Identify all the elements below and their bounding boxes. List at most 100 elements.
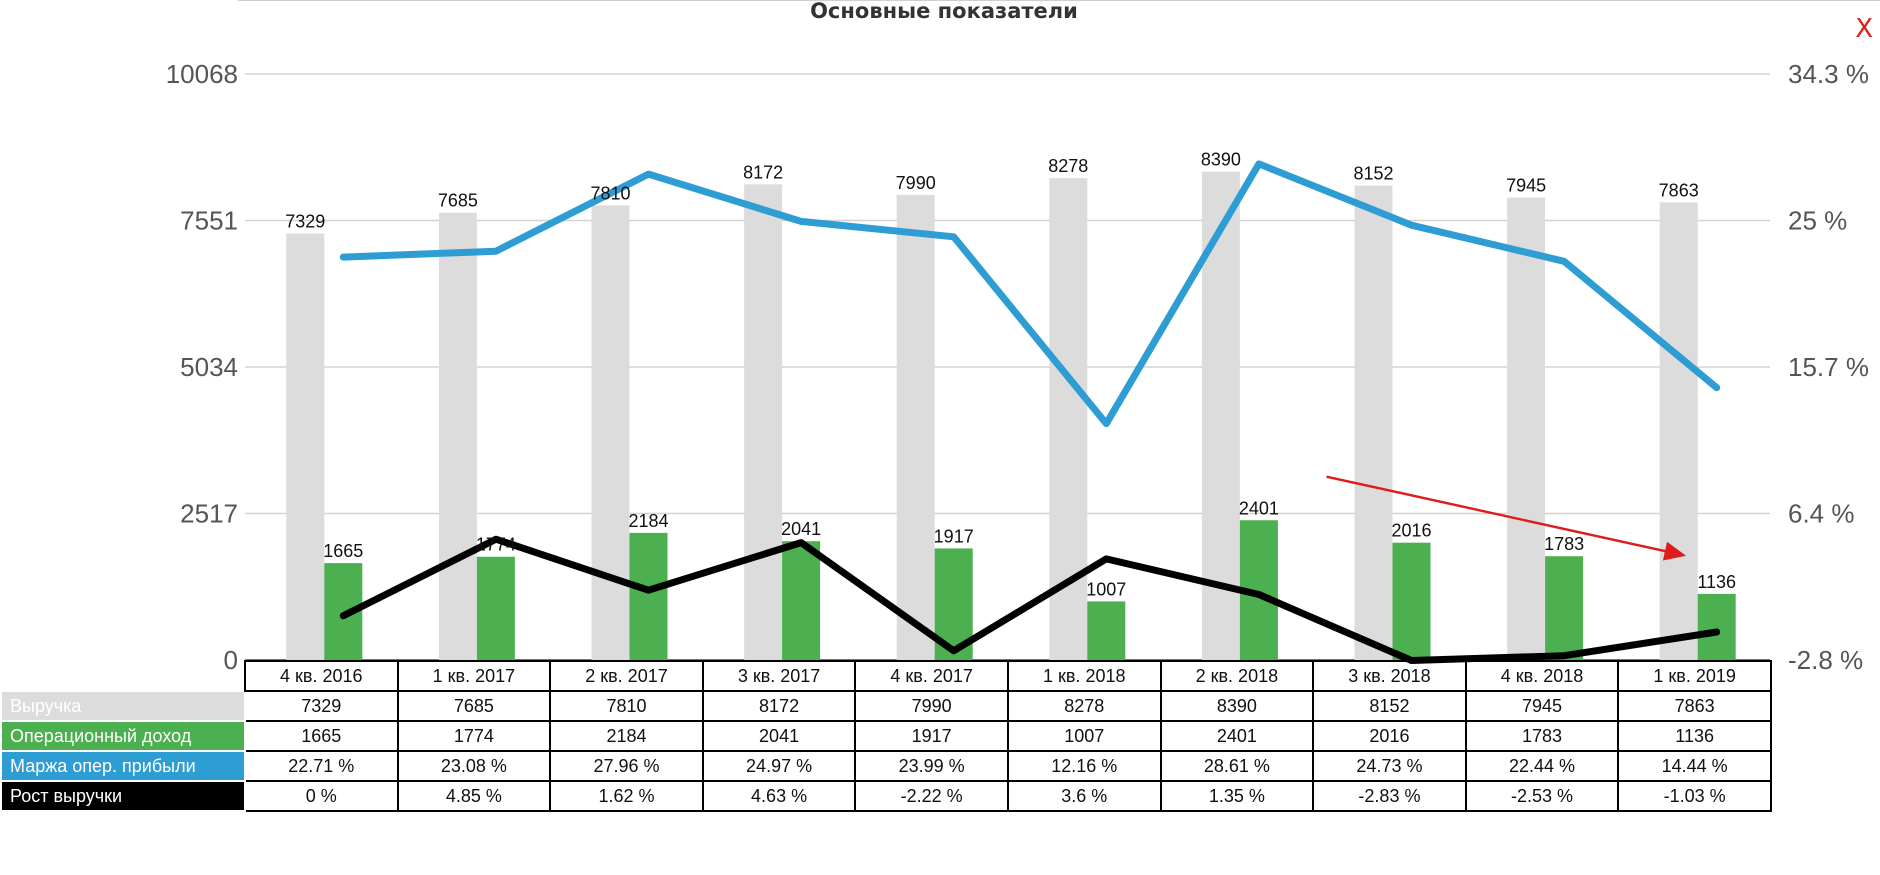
revenue-bar <box>1354 185 1393 660</box>
op-income-bar <box>782 541 821 660</box>
y-axis-right: -2.8 % 6.4 % 15.7 % 25 % 34.3 % <box>1788 59 1869 675</box>
y-right-tick-label: -2.8 % <box>1788 645 1863 675</box>
op-income-bar <box>629 532 668 660</box>
op-income-bar <box>1087 601 1126 660</box>
revenue-bar-label: 7990 <box>896 173 936 193</box>
table-cell: 1136 <box>1617 720 1772 752</box>
chart-title: Основные показатели <box>810 0 1078 23</box>
table-header-row: 4 кв. 2016 1 кв. 2017 2 кв. 2017 3 кв. 2017… <box>1 660 1772 692</box>
table-cell: 7685 <box>396 690 552 722</box>
table-cell: 22.71 % <box>244 750 399 782</box>
y-left-tick-label: 7551 <box>180 206 238 236</box>
lines <box>339 160 1721 664</box>
table-cell: 1783 <box>1464 720 1620 752</box>
y-right-tick-label: 6.4 % <box>1788 499 1855 529</box>
table-row-label: Маржа опер. прибыли <box>0 750 246 782</box>
table-cell: 4.63 % <box>701 780 857 812</box>
table-cell: 1007 <box>1006 720 1162 752</box>
growth-line <box>339 535 1721 664</box>
table-cell: 2016 <box>1312 720 1467 752</box>
op-income-bar-label: 2016 <box>1391 521 1431 541</box>
table-cell: 2041 <box>701 720 857 752</box>
table-cell: 3.6 % <box>1006 780 1162 812</box>
table-cell: 7945 <box>1464 690 1620 722</box>
op-income-bar-label: 1665 <box>323 541 363 561</box>
revenue-bar-label: 7810 <box>590 183 630 203</box>
table-cell: -2.53 % <box>1464 780 1620 812</box>
op-income-bar-label: 1917 <box>934 526 974 546</box>
revenue-bar <box>438 212 477 661</box>
y-left-tick-label: 5034 <box>180 352 238 382</box>
table-cell: 22.44 % <box>1464 750 1620 782</box>
table-row: Операционный доход 1665 1774 2184 2041 1917 10… <box>0 720 1772 752</box>
table-header-cell: 3 кв. 2018 <box>1312 660 1467 692</box>
revenue-bar-label: 8172 <box>743 162 783 182</box>
table-cell: 8172 <box>701 690 857 722</box>
y-left-tick-label: 2517 <box>180 499 238 529</box>
op-income-bar <box>1545 556 1584 660</box>
table-cell: 0 % <box>244 780 399 812</box>
table-cell: 27.96 % <box>549 750 704 782</box>
table-header-cell: 2 кв. 2017 <box>549 660 704 692</box>
data-labels: 7329 7685 7810 8172 7990 8278 8390 8152 7945 7863… <box>285 150 1736 600</box>
y-right-tick-label: 34.3 % <box>1788 59 1869 89</box>
table-header-cell: 4 кв. 2017 <box>854 660 1009 692</box>
table-cell: 14.44 % <box>1617 750 1772 782</box>
table-cell: 28.61 % <box>1159 750 1315 782</box>
table-cell: 2184 <box>549 720 704 752</box>
table-cell: 7990 <box>854 690 1009 722</box>
y-right-tick-label: 25 % <box>1788 206 1847 236</box>
table-cell: 23.08 % <box>396 750 552 782</box>
table-row-label: Операционный доход <box>0 720 246 752</box>
table-header-cell: 1 кв. 2019 <box>1617 660 1772 692</box>
table-cell: -2.22 % <box>854 780 1009 812</box>
bars <box>286 171 1736 661</box>
table-row: Маржа опер. прибыли 22.71 % 23.08 % 27.96 %… <box>0 750 1772 782</box>
revenue-bar <box>1507 197 1546 660</box>
table-row: Выручка 7329 7685 7810 8172 7990 8278 8390 8152 7… <box>0 690 1772 722</box>
revenue-bar-label: 7685 <box>438 191 478 211</box>
close-button[interactable]: X <box>1855 14 1873 44</box>
op-income-bar <box>476 556 515 660</box>
revenue-bar <box>896 194 935 660</box>
op-income-bar-label: 1783 <box>1544 534 1584 554</box>
table-cell: 23.99 % <box>854 750 1009 782</box>
revenue-bar <box>286 233 325 661</box>
trend-arrow <box>1326 475 1687 561</box>
op-income-bar-label: 2041 <box>781 519 821 539</box>
table-cell: -1.03 % <box>1617 780 1772 812</box>
table-row-label: Рост выручки <box>0 780 246 812</box>
table-header-cell: 3 кв. 2017 <box>701 660 857 692</box>
table-row-label: Выручка <box>0 690 246 722</box>
table-cell: 2401 <box>1159 720 1315 752</box>
top-border-line <box>238 0 1880 1</box>
op-income-bar-label: 1136 <box>1697 572 1736 592</box>
table-cell: 24.73 % <box>1312 750 1467 782</box>
revenue-bar <box>744 184 783 661</box>
revenue-bar-label: 8278 <box>1048 156 1088 176</box>
table-cell: 1.35 % <box>1159 780 1315 812</box>
revenue-bar <box>1659 202 1698 661</box>
table-cell: 1.62 % <box>549 780 704 812</box>
table-row: Рост выручки 0 % 4.85 % 1.62 % 4.63 % -2.22 %… <box>0 780 1772 812</box>
table-cell: 8278 <box>1006 690 1162 722</box>
revenue-bar-label: 7329 <box>285 211 325 231</box>
y-left-tick-label: 0 <box>224 645 238 675</box>
revenue-bar-label: 7945 <box>1506 176 1546 196</box>
revenue-bar-label: 8390 <box>1201 150 1241 170</box>
revenue-bar-label: 8152 <box>1353 164 1393 184</box>
table-cell: 1665 <box>244 720 399 752</box>
table-cell: 7863 <box>1617 690 1772 722</box>
table-header-cell: 2 кв. 2018 <box>1159 660 1315 692</box>
revenue-bar <box>591 205 630 660</box>
annotation-arrow <box>1326 475 1687 561</box>
op-income-bar-label: 1007 <box>1086 579 1126 599</box>
op-income-bar <box>1392 542 1431 660</box>
table-header-cell: 1 кв. 2018 <box>1006 660 1162 692</box>
table-cell: -2.83 % <box>1312 780 1467 812</box>
y-axis-left: 0 2517 5034 7551 10068 <box>166 59 238 675</box>
op-income-bar-label: 2184 <box>628 511 668 531</box>
op-income-bar-label: 2401 <box>1239 498 1279 518</box>
table-cell: 8390 <box>1159 690 1315 722</box>
